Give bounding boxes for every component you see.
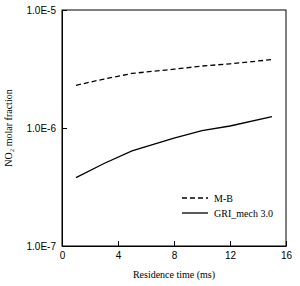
x-tick-label: 12	[225, 250, 237, 261]
y-tick-mark	[62, 10, 67, 11]
x-tick-mark	[118, 241, 119, 246]
plot: 0 4 8 12 16 1.0E-7 1.0E-6 1.0E-5 M-B GRI_mech 3.0	[27, 5, 293, 261]
x-axis-title: Residence time (ms)	[133, 269, 215, 281]
x-axis: 0 4 8 12 16	[60, 241, 293, 261]
legend-entry: M-B	[182, 193, 233, 204]
legend-swatch	[182, 197, 208, 198]
x-tick-label: 8	[172, 250, 178, 261]
series-group	[76, 60, 272, 178]
series-line	[76, 117, 272, 178]
legend-entry: GRI_mech 3.0	[182, 208, 273, 219]
y-tick: 1.0E-7	[27, 241, 67, 252]
x-tick-mark	[286, 241, 287, 246]
y-tick-label: 1.0E-5	[27, 5, 57, 16]
y-tick-label: 1.0E-7	[27, 241, 57, 252]
x-tick: 12	[225, 241, 237, 261]
y-tick-mark	[62, 128, 67, 129]
x-tick-label: 4	[116, 250, 122, 261]
x-tick-label: 16	[281, 250, 293, 261]
legend-swatch	[182, 212, 208, 213]
plot-frame	[62, 10, 286, 246]
chart: 0 4 8 12 16 1.0E-7 1.0E-6 1.0E-5 M-B GRI_mech 3.0…	[0, 0, 300, 286]
y-axis: 1.0E-7 1.0E-6 1.0E-5	[27, 5, 67, 252]
x-tick: 8	[172, 241, 178, 261]
y-tick: 1.0E-5	[27, 5, 67, 16]
legend: M-B GRI_mech 3.0	[182, 193, 273, 219]
x-tick-label: 0	[60, 250, 66, 261]
legend-label: GRI_mech 3.0	[214, 208, 273, 219]
y-tick: 1.0E-6	[27, 123, 67, 134]
x-axis-line	[63, 246, 287, 247]
x-tick-mark	[174, 241, 175, 246]
x-tick-mark	[230, 241, 231, 246]
legend-label: M-B	[214, 193, 233, 204]
y-axis-title: NO₂ molar fraction	[3, 89, 14, 166]
series-line	[76, 60, 272, 86]
x-tick: 4	[116, 241, 122, 261]
y-tick-label: 1.0E-6	[27, 123, 57, 134]
y-tick-mark	[62, 246, 67, 247]
x-tick: 16	[281, 241, 293, 261]
